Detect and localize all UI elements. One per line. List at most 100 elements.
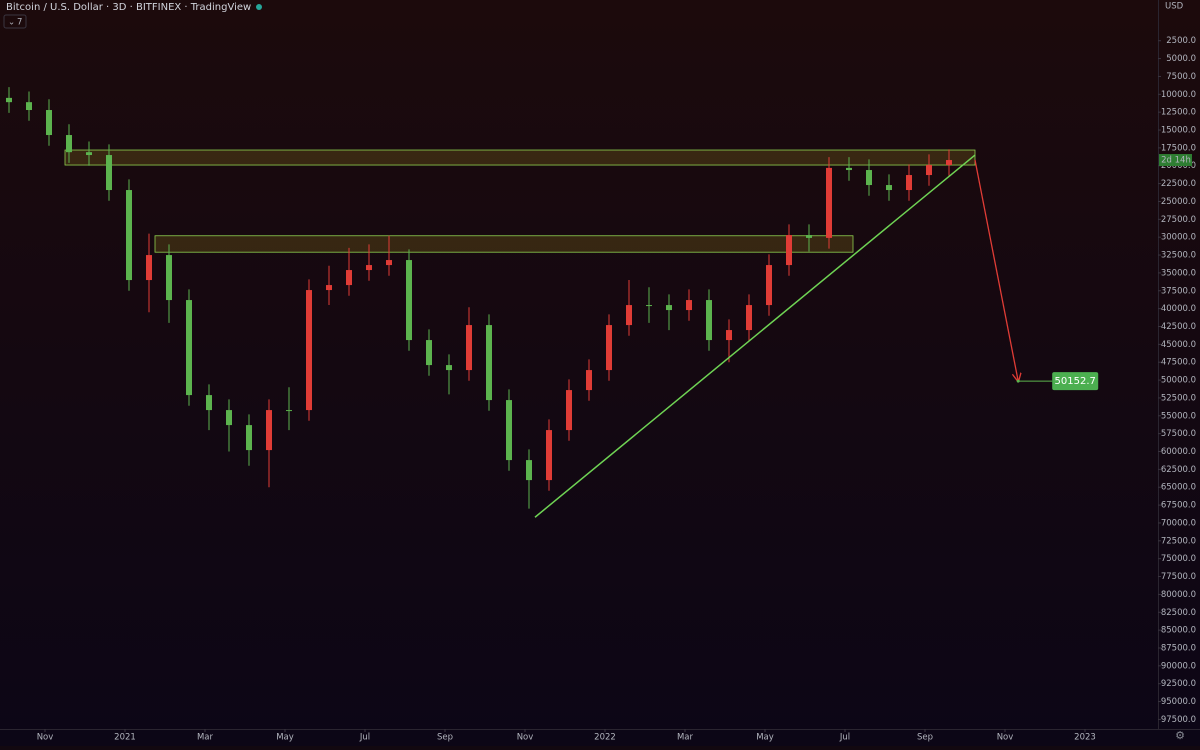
symbol-title: Bitcoin / U.S. Dollar · 3D · BITFINEX · … (6, 2, 251, 13)
y-tick-label: 60000.0 (1161, 447, 1196, 457)
candle-body (506, 400, 512, 461)
y-tick-label: 92500.0 (1161, 679, 1196, 689)
candle-body (126, 190, 132, 281)
candle-body (286, 410, 292, 412)
candle-body (546, 430, 552, 481)
candle-body (186, 300, 192, 396)
x-tick-label: Jul (359, 733, 370, 743)
candle-body (26, 102, 32, 111)
candle-body (726, 330, 732, 341)
x-tick-label: Sep (437, 733, 453, 743)
target-box (1052, 372, 1099, 391)
candle-body (786, 235, 792, 266)
y-tick-label: 42500.0 (1161, 322, 1196, 332)
candle-body (306, 290, 312, 411)
candle-body (586, 370, 592, 391)
candle-body (266, 410, 272, 451)
currency[interactable]: USD (1165, 2, 1184, 12)
y-tick-label: 87500.0 (1161, 643, 1196, 653)
y-tick-label: 72500.0 (1161, 536, 1196, 546)
y-tick-label: 55000.0 (1161, 411, 1196, 421)
y-tick-label: 35000.0 (1161, 268, 1196, 278)
candle-body (886, 185, 892, 191)
candle-body (6, 97, 12, 103)
y-tick-label: 45000.0 (1161, 340, 1196, 350)
x-tick-label: Sep (917, 733, 933, 743)
y-tick-label: 77500.0 (1161, 572, 1196, 582)
y-tick-label: 75000.0 (1161, 554, 1196, 564)
candle-body (86, 152, 92, 156)
y-tick-label: 37500.0 (1161, 286, 1196, 296)
y-tick-label: 82500.0 (1161, 608, 1196, 618)
candle-body (146, 255, 152, 281)
candle-body (406, 260, 412, 341)
plot-area: 50152.7 (6, 87, 1099, 518)
target-label: 50152.7 (1055, 376, 1096, 387)
countdown-tag (1159, 154, 1192, 167)
y-tick-label: 80000.0 (1161, 590, 1196, 600)
zone (154, 235, 854, 253)
candle-body (706, 300, 712, 341)
candle-body (226, 410, 232, 426)
y-tick-label: 47500.0 (1161, 358, 1196, 368)
y-tick-label: 22500.0 (1161, 179, 1196, 189)
countdown-label: 2d 14h (1161, 156, 1191, 166)
settings-icon[interactable]: ⚙ (1175, 729, 1185, 742)
candle-body (686, 300, 692, 311)
candle-body (386, 260, 392, 266)
candle-body (946, 160, 952, 166)
candle-body (246, 425, 252, 451)
x-tick-label: Mar (197, 733, 214, 743)
y-tick-label: 70000.0 (1161, 518, 1196, 528)
candle-body (906, 175, 912, 191)
projection-arrow (974, 159, 1018, 381)
y-tick-label: 40000.0 (1161, 304, 1196, 314)
candle-body (806, 235, 812, 238)
candle-body (766, 265, 772, 306)
candle-body (346, 270, 352, 286)
y-tick-label: 7500.0 (1166, 72, 1196, 82)
interval-box[interactable] (3, 14, 27, 29)
target-point (1016, 379, 1020, 383)
x-tick-label: Nov (517, 733, 534, 743)
candle-body (446, 365, 452, 371)
status-dot[interactable] (256, 4, 262, 10)
candle-body (826, 167, 832, 238)
y-tick-label: 20000.0 (1161, 161, 1196, 171)
interval-value: 7 (17, 18, 22, 28)
candle-body (566, 390, 572, 431)
y-tick-label: 15000.0 (1161, 126, 1196, 136)
y-tick-label: 5000.0 (1166, 54, 1196, 64)
candle-body (846, 167, 852, 171)
candle-body (486, 325, 492, 401)
y-tick-label: 27500.0 (1161, 215, 1196, 225)
chevron: ⌄ (8, 18, 15, 28)
candle-body (426, 340, 432, 366)
candle-body (326, 285, 332, 291)
x-tick-label: May (276, 733, 294, 743)
candle-body (606, 325, 612, 371)
y-tick-label: 2500.0 (1166, 36, 1196, 46)
y-tick-label: 52500.0 (1161, 393, 1196, 403)
candle-body (166, 255, 172, 301)
zone (64, 149, 976, 166)
y-tick-label: 85000.0 (1161, 626, 1196, 636)
x-tick-label: Nov (37, 733, 54, 743)
candle-body (466, 325, 472, 371)
x-tick-label: 2021 (114, 733, 136, 743)
y-tick-label: 95000.0 (1161, 697, 1196, 707)
y-tick-label: 10000.0 (1161, 90, 1196, 100)
y-tick-label: 30000.0 (1161, 233, 1196, 243)
y-tick-label: 50000.0 (1161, 376, 1196, 386)
candle-body (666, 305, 672, 311)
y-tick-label: 12500.0 (1161, 108, 1196, 118)
candle-body (626, 305, 632, 326)
x-tick-label: Nov (997, 733, 1014, 743)
candle-body (926, 165, 932, 176)
x-tick-label: 2023 (1074, 733, 1096, 743)
candle-body (866, 170, 872, 186)
candle-body (46, 110, 52, 136)
candle-body (106, 155, 112, 191)
